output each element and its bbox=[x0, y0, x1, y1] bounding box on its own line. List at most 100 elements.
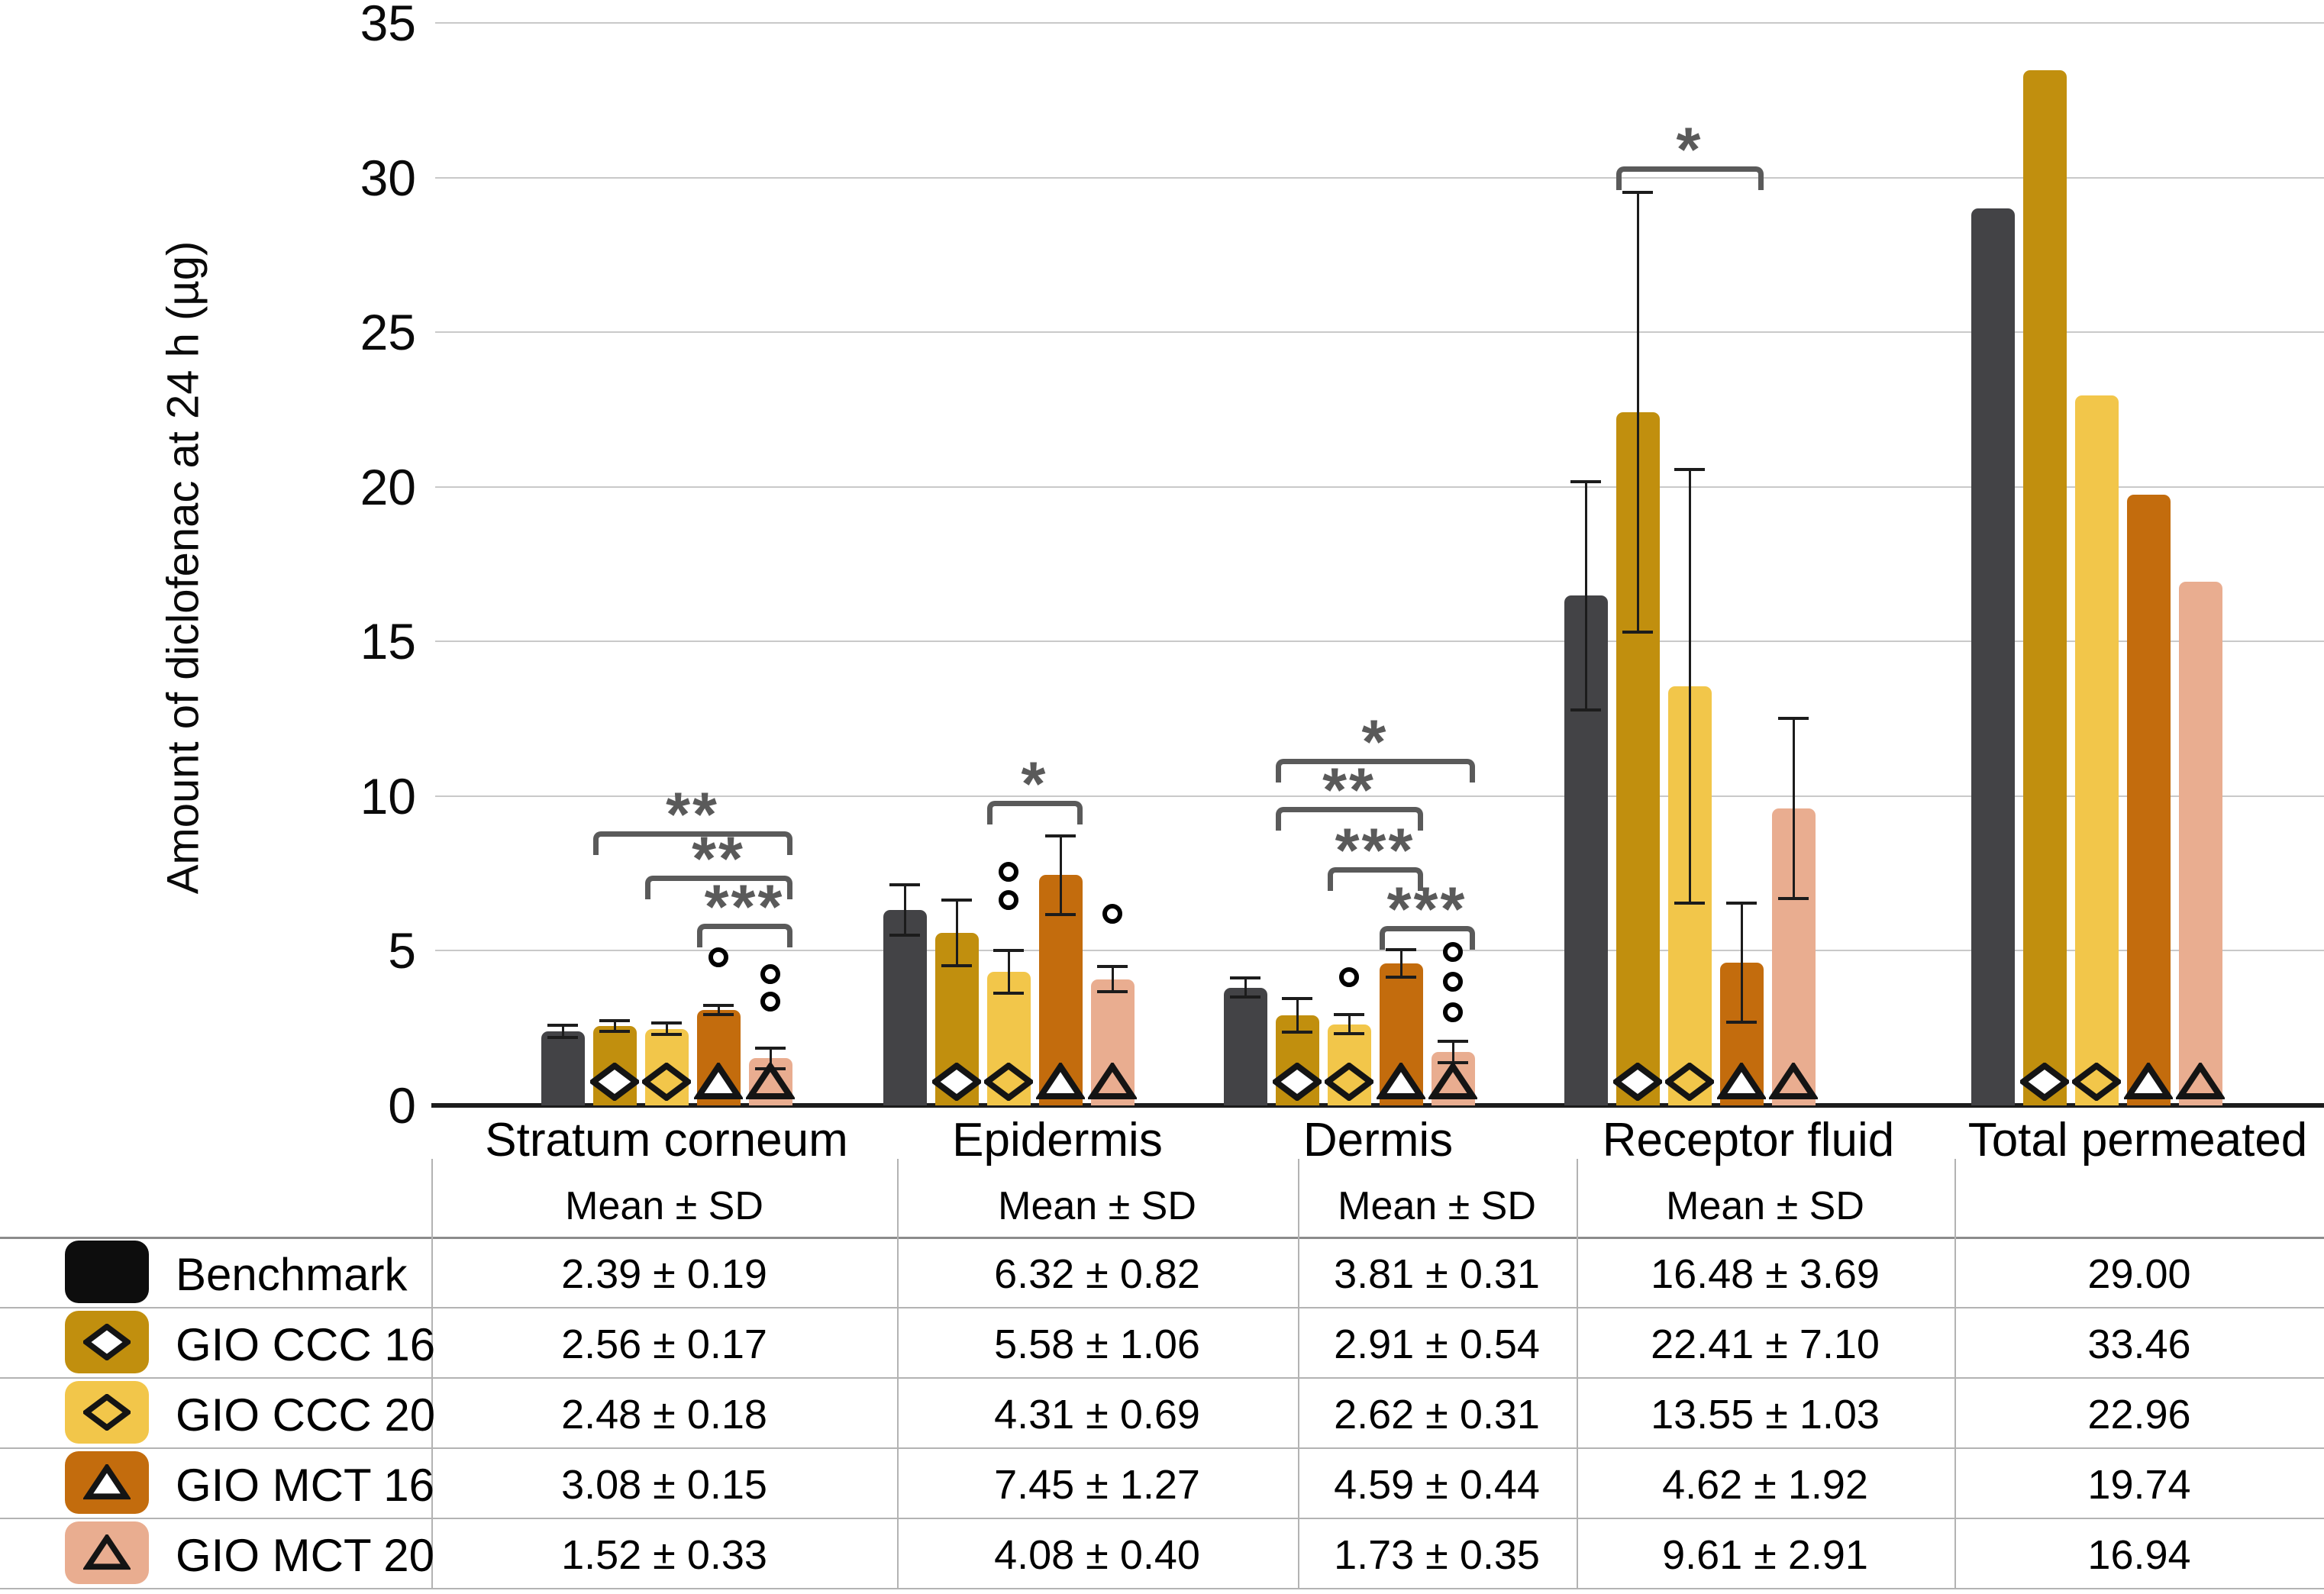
marker-triangle-icon bbox=[692, 1060, 744, 1101]
error-bar bbox=[1584, 481, 1587, 710]
marker-diamond-icon bbox=[982, 1062, 1035, 1102]
y-tick-label: 20 bbox=[360, 458, 416, 515]
table-header-cell: Mean ± SD bbox=[1338, 1184, 1536, 1228]
error-bar-cap-bottom bbox=[1726, 1020, 1757, 1024]
error-bar-cap-bottom bbox=[703, 1013, 734, 1017]
legend-swatch bbox=[65, 1451, 149, 1514]
significance-bracket bbox=[696, 923, 792, 947]
series-label: GIO CCC 20 bbox=[176, 1389, 436, 1441]
error-bar-cap-bottom bbox=[599, 1030, 630, 1034]
marker-diamond-icon bbox=[1322, 1062, 1376, 1102]
error-bar-cap-bottom bbox=[889, 934, 920, 937]
error-bar-cap-bottom bbox=[1097, 989, 1128, 993]
value-cell: 4.31 ± 0.69 bbox=[994, 1392, 1200, 1438]
significance-stars: * bbox=[1676, 115, 1703, 186]
marker-diamond-icon bbox=[1663, 1062, 1716, 1102]
error-bar-cap-top bbox=[703, 1004, 734, 1008]
marker-diamond-icon bbox=[1611, 1062, 1664, 1102]
marker-triangle-icon bbox=[1716, 1060, 1767, 1101]
value-cell: 13.55 ± 1.03 bbox=[1651, 1392, 1880, 1438]
error-bar-cap-bottom bbox=[1045, 912, 1076, 916]
value-cell: 16.94 bbox=[2087, 1532, 2191, 1578]
table-column-divider bbox=[1577, 1159, 1578, 1588]
error-bar bbox=[1636, 192, 1639, 632]
marker-diamond-icon bbox=[930, 1062, 983, 1102]
value-cell: 1.52 ± 0.33 bbox=[561, 1532, 767, 1578]
series-label: GIO CCC 16 bbox=[176, 1319, 436, 1370]
error-bar-cap-bottom bbox=[1674, 901, 1705, 905]
degree-circle-icon bbox=[1443, 942, 1463, 963]
error-bar bbox=[1059, 835, 1062, 915]
error-bar-cap-bottom bbox=[1622, 630, 1653, 634]
table-row-line bbox=[0, 1377, 2324, 1379]
error-bar bbox=[613, 1021, 616, 1032]
error-bar-cap-top bbox=[599, 1019, 630, 1023]
marker-diamond-icon bbox=[640, 1062, 693, 1102]
value-cell: 1.73 ± 0.35 bbox=[1334, 1532, 1540, 1578]
table-row-line bbox=[0, 1447, 2324, 1449]
series-label: Benchmark bbox=[176, 1249, 408, 1300]
value-cell: 4.08 ± 0.40 bbox=[994, 1532, 1200, 1578]
legend-marker-diamond-icon bbox=[81, 1323, 133, 1361]
significance-stars: ** bbox=[666, 780, 719, 850]
error-bar-cap-bottom bbox=[1778, 896, 1809, 900]
plot-gridline bbox=[435, 22, 2324, 24]
x-axis-line bbox=[431, 1103, 2324, 1108]
bar-benchmark-cat4 bbox=[1971, 208, 2015, 1105]
value-cell: 3.08 ± 0.15 bbox=[561, 1462, 767, 1508]
error-bar bbox=[717, 1005, 720, 1015]
legend-marker-triangle-icon bbox=[82, 1462, 132, 1501]
error-bar bbox=[1740, 903, 1743, 1022]
value-cell: 2.62 ± 0.31 bbox=[1334, 1392, 1540, 1438]
error-bar-cap-bottom bbox=[1282, 1030, 1312, 1034]
error-bar-cap-top bbox=[755, 1047, 786, 1050]
error-bar bbox=[1007, 950, 1010, 994]
significance-stars: ** bbox=[692, 824, 745, 894]
bar-gio-mct-16-cat4 bbox=[2126, 495, 2171, 1105]
value-cell: 19.74 bbox=[2087, 1462, 2191, 1508]
error-bar-cap-top bbox=[547, 1024, 578, 1028]
bar-benchmark-cat1 bbox=[883, 909, 927, 1105]
series-label: GIO MCT 16 bbox=[176, 1460, 434, 1511]
y-tick-label: 35 bbox=[360, 0, 416, 51]
error-bar-cap-top bbox=[1045, 834, 1076, 837]
bar-benchmark-cat0 bbox=[541, 1031, 585, 1105]
significance-stars: *** bbox=[1335, 816, 1415, 886]
legend-marker-triangle-icon bbox=[82, 1532, 132, 1571]
error-bar-cap-bottom bbox=[1386, 975, 1416, 979]
category-label: Total permeated bbox=[1967, 1114, 2308, 1166]
error-bar-cap-bottom bbox=[1570, 708, 1601, 711]
error-bar bbox=[665, 1023, 668, 1034]
error-bar-cap-bottom bbox=[547, 1035, 578, 1039]
category-label: Receptor fluid bbox=[1602, 1114, 1895, 1166]
error-bar bbox=[955, 899, 958, 966]
table-header-line bbox=[0, 1237, 2324, 1239]
marker-diamond-icon bbox=[2070, 1062, 2123, 1102]
table-column-divider bbox=[1298, 1159, 1299, 1588]
degree-circle-icon bbox=[760, 963, 780, 984]
significance-bracket bbox=[1379, 926, 1475, 950]
significance-bracket bbox=[1275, 807, 1423, 831]
plot-gridline bbox=[435, 331, 2324, 334]
degree-circle-icon bbox=[708, 947, 728, 967]
y-tick-label: 0 bbox=[388, 1077, 416, 1134]
value-cell: 16.48 ± 3.69 bbox=[1651, 1251, 1880, 1297]
y-tick-label: 10 bbox=[360, 767, 416, 824]
marker-triangle-icon bbox=[1375, 1060, 1427, 1101]
bar-gio-ccc-20-cat4 bbox=[2074, 395, 2119, 1105]
y-tick-label: 5 bbox=[388, 922, 416, 979]
plot-gridline bbox=[435, 795, 2324, 797]
legend-swatch bbox=[65, 1381, 149, 1444]
degree-circle-icon bbox=[999, 862, 1018, 883]
degree-circle-icon bbox=[1339, 966, 1359, 987]
marker-triangle-icon bbox=[1767, 1060, 1819, 1101]
significance-stars: *** bbox=[704, 872, 785, 942]
error-bar bbox=[1688, 469, 1691, 903]
category-label: Stratum corneum bbox=[485, 1114, 848, 1166]
value-cell: 22.96 bbox=[2087, 1392, 2191, 1438]
legend-swatch bbox=[65, 1521, 149, 1584]
table-header-cell: Mean ± SD bbox=[1666, 1184, 1864, 1228]
degree-circle-icon bbox=[1443, 971, 1463, 992]
significance-bracket bbox=[644, 875, 792, 899]
